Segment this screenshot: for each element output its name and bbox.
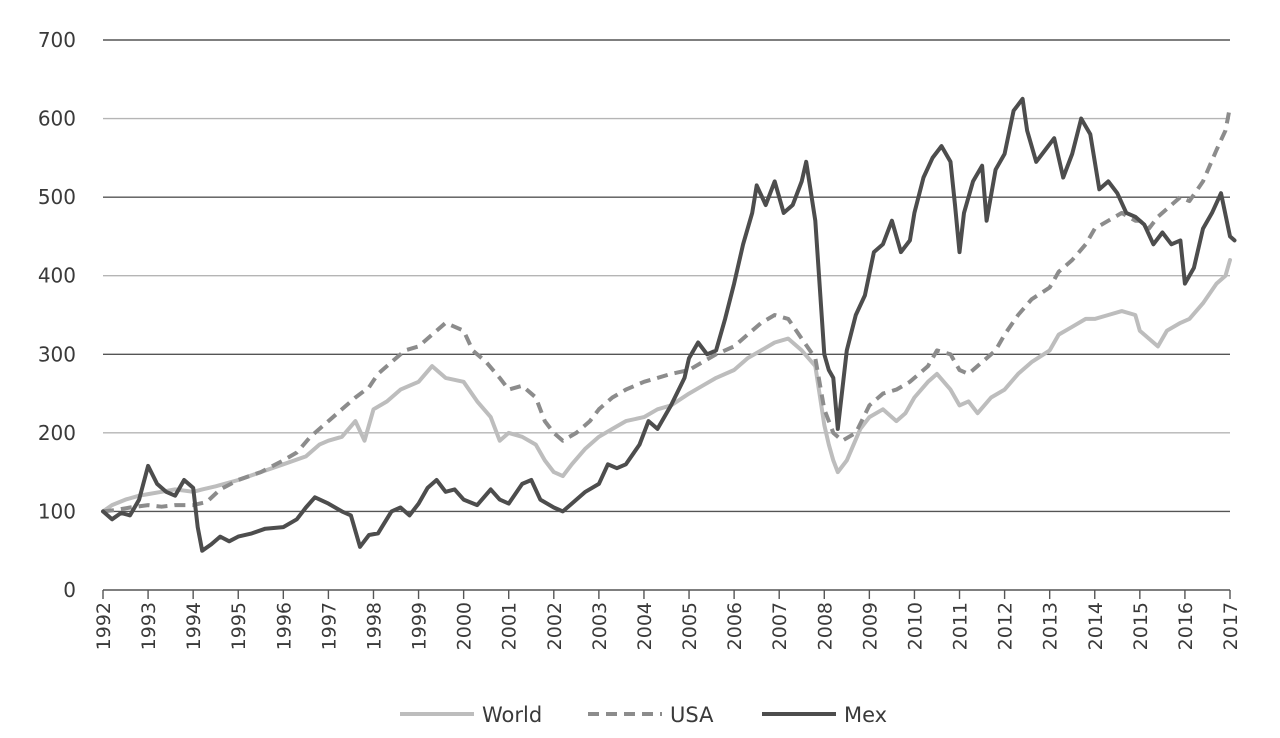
y-tick-label: 200 (38, 421, 76, 445)
x-tick-label: 1994 (183, 602, 205, 650)
series-line-world (101, 258, 1232, 514)
x-tick-label: 2014 (1085, 602, 1107, 650)
x-axis: 1992 1993 1994 1995 1996 1997 1998 1999 2000 2001… (93, 589, 1242, 650)
x-tick-label: 1997 (318, 602, 340, 650)
x-tick-label: 2002 (544, 602, 566, 650)
x-tick-label: 1998 (363, 602, 385, 650)
x-tick-label: 2001 (499, 602, 521, 650)
x-tick-label: 2015 (1130, 602, 1152, 650)
x-tick-label: 1996 (273, 602, 295, 650)
x-tick-label: 1995 (228, 602, 250, 650)
y-tick-label: 600 (38, 107, 76, 131)
series-line-mex (101, 96, 1237, 553)
series-lines (101, 96, 1237, 553)
x-tick-label: 2016 (1175, 602, 1197, 650)
x-tick-label: 2017 (1220, 602, 1242, 650)
x-tick-label: 2010 (904, 602, 926, 650)
y-axis-tick-labels: 0 100 200 300 400 500 600 700 (38, 28, 76, 602)
x-tick-label: 1999 (409, 602, 431, 650)
legend: World USA Mex (400, 703, 887, 727)
x-tick-label: 2004 (634, 602, 656, 650)
x-tick-label: 2011 (950, 602, 972, 650)
y-tick-label: 100 (38, 499, 76, 523)
x-tick-label: 2008 (814, 602, 836, 650)
x-tick-label: 2005 (679, 602, 701, 650)
legend-label-mex: Mex (844, 703, 887, 727)
y-tick-label: 500 (38, 185, 76, 209)
series-line-usa (102, 106, 1232, 514)
x-tick-label: 1992 (93, 602, 115, 650)
x-tick-label: 2009 (859, 602, 881, 650)
x-tick-label: 2003 (589, 602, 611, 650)
y-tick-label: 0 (63, 578, 76, 602)
x-tick-label: 2013 (1040, 602, 1062, 650)
y-tick-label: 700 (38, 28, 76, 52)
x-tick-label: 2000 (454, 602, 476, 650)
gridlines (103, 39, 1230, 513)
legend-label-world: World (482, 703, 542, 727)
x-tick-label: 1993 (138, 602, 160, 650)
x-tick-label: 2006 (724, 602, 746, 650)
x-tick-label: 2007 (769, 602, 791, 650)
y-tick-label: 400 (38, 264, 76, 288)
y-tick-label: 300 (38, 342, 76, 366)
x-tick-label: 2012 (995, 602, 1017, 650)
legend-label-usa: USA (670, 703, 714, 727)
